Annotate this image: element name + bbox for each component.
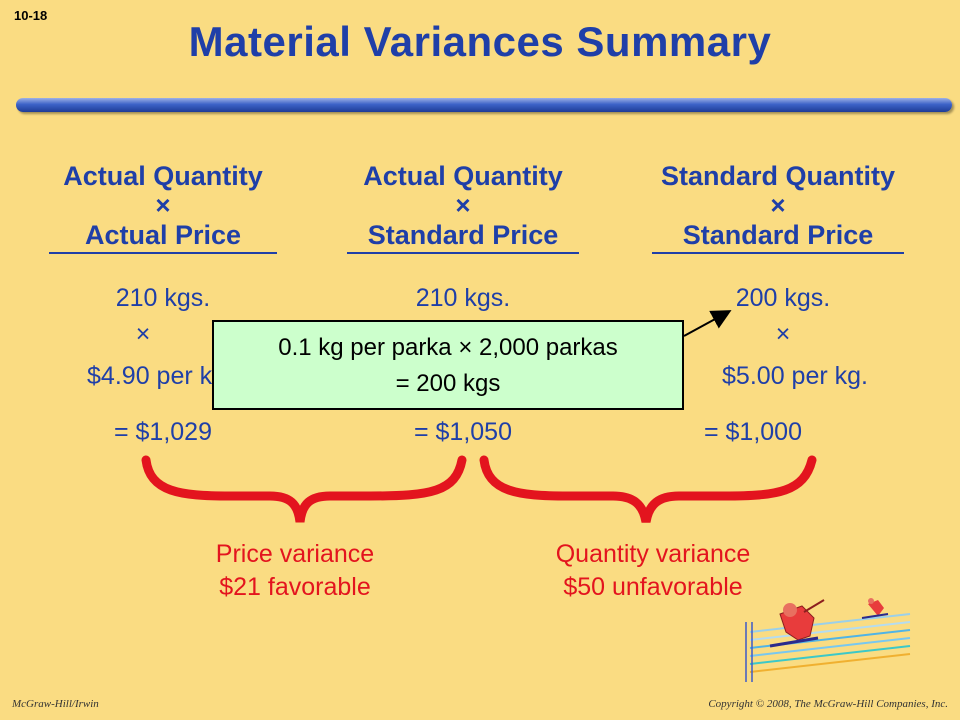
skier-clipart-icon	[745, 598, 911, 682]
quantity-variance-label: Quantity variance $50 unfavorable	[508, 538, 798, 604]
footer-publisher: McGraw-Hill/Irwin	[12, 698, 99, 710]
standard-quantity-callout: 0.1 kg per parka × 2,000 parkas = 200 kg…	[212, 320, 684, 410]
footer-copyright: Copyright © 2008, The McGraw-Hill Compan…	[708, 698, 948, 710]
callout-arrow	[683, 310, 732, 337]
column-price-label: Standard Price	[682, 220, 874, 250]
col3-price: $5.00 per kg.	[722, 362, 868, 390]
quantity-variance-brace	[479, 455, 817, 523]
quantity-variance-amount: $50 unfavorable	[563, 573, 743, 601]
col3-quantity: 200 kgs.	[735, 284, 831, 312]
price-variance-label: Price variance $21 favorable	[170, 538, 420, 604]
heading-underline	[347, 252, 579, 254]
column-actual-quantity-standard-price: Actual Quantity × Standard Price	[338, 160, 588, 254]
callout-line-2: = 200 kgs	[395, 370, 501, 397]
multiply-sign: ×	[155, 190, 171, 220]
slide-number: 10-18	[14, 8, 48, 23]
col3-total: = $1,000	[703, 418, 802, 446]
col2-total: = $1,050	[413, 418, 512, 446]
multiply-sign: ×	[770, 190, 786, 220]
column-heading: Standard Quantity	[660, 161, 896, 191]
heading-underline	[652, 252, 904, 254]
col2-quantity: 210 kgs.	[415, 284, 511, 312]
column-heading: Actual Quantity	[63, 161, 263, 191]
callout-line-1: 0.1 kg per parka × 2,000 parkas	[278, 334, 618, 361]
col1-price: $4.90 per kg.	[87, 362, 233, 390]
heading-underline	[49, 252, 277, 254]
column-price-label: Standard Price	[367, 220, 559, 250]
quantity-variance-name: Quantity variance	[555, 540, 751, 568]
col3-multiply-sign: ×	[775, 320, 791, 348]
price-variance-name: Price variance	[215, 540, 375, 568]
column-actual-quantity-actual-price: Actual Quantity × Actual Price	[38, 160, 288, 254]
column-standard-quantity-standard-price: Standard Quantity × Standard Price	[638, 160, 918, 254]
title-divider-bar	[16, 98, 952, 112]
price-variance-brace	[141, 455, 467, 523]
slide-title: Material Variances Summary	[188, 18, 772, 65]
col1-total: = $1,029	[113, 418, 212, 446]
column-price-label: Actual Price	[84, 220, 242, 250]
column-heading: Actual Quantity	[363, 161, 563, 191]
col1-multiply-sign: ×	[135, 320, 151, 348]
price-variance-amount: $21 favorable	[219, 573, 371, 601]
col1-quantity: 210 kgs.	[115, 284, 211, 312]
multiply-sign: ×	[455, 190, 471, 220]
